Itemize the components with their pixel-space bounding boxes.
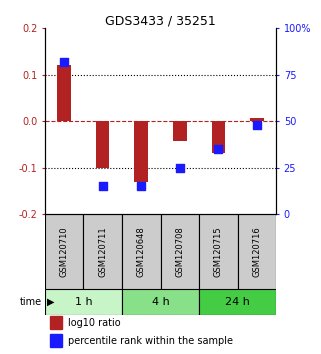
Text: 4 h: 4 h (152, 297, 169, 307)
Text: GSM120711: GSM120711 (98, 226, 107, 277)
Title: GDS3433 / 35251: GDS3433 / 35251 (105, 14, 216, 27)
Bar (199, 289, 276, 315)
Bar (96, 121, 109, 168)
Bar (45, 214, 83, 289)
Bar (57, 64, 71, 121)
Text: ▶: ▶ (47, 297, 54, 307)
Bar (45, 289, 122, 315)
Text: GSM120715: GSM120715 (214, 226, 223, 277)
Point (216, 146, 221, 152)
Bar (212, 121, 225, 153)
Bar (238, 214, 276, 289)
Text: percentile rank within the sample: percentile rank within the sample (68, 336, 233, 346)
Point (177, 165, 182, 171)
Text: 24 h: 24 h (225, 297, 250, 307)
Point (254, 122, 259, 128)
Point (100, 183, 105, 189)
Point (62, 59, 67, 65)
Text: 1 h: 1 h (75, 297, 92, 307)
Bar (122, 214, 160, 289)
Bar (83, 214, 122, 289)
Bar (199, 214, 238, 289)
Bar (173, 121, 187, 141)
Bar (250, 118, 264, 121)
Text: log10 ratio: log10 ratio (68, 318, 121, 328)
Text: GSM120648: GSM120648 (137, 226, 146, 277)
Bar (49, 333, 62, 347)
Text: GSM120708: GSM120708 (175, 226, 184, 277)
Text: time: time (20, 297, 42, 307)
Bar (134, 121, 148, 182)
Bar (49, 316, 62, 329)
Text: GSM120716: GSM120716 (252, 226, 261, 277)
Point (139, 183, 144, 189)
Bar (122, 289, 199, 315)
Text: GSM120710: GSM120710 (60, 226, 69, 277)
Bar (160, 214, 199, 289)
